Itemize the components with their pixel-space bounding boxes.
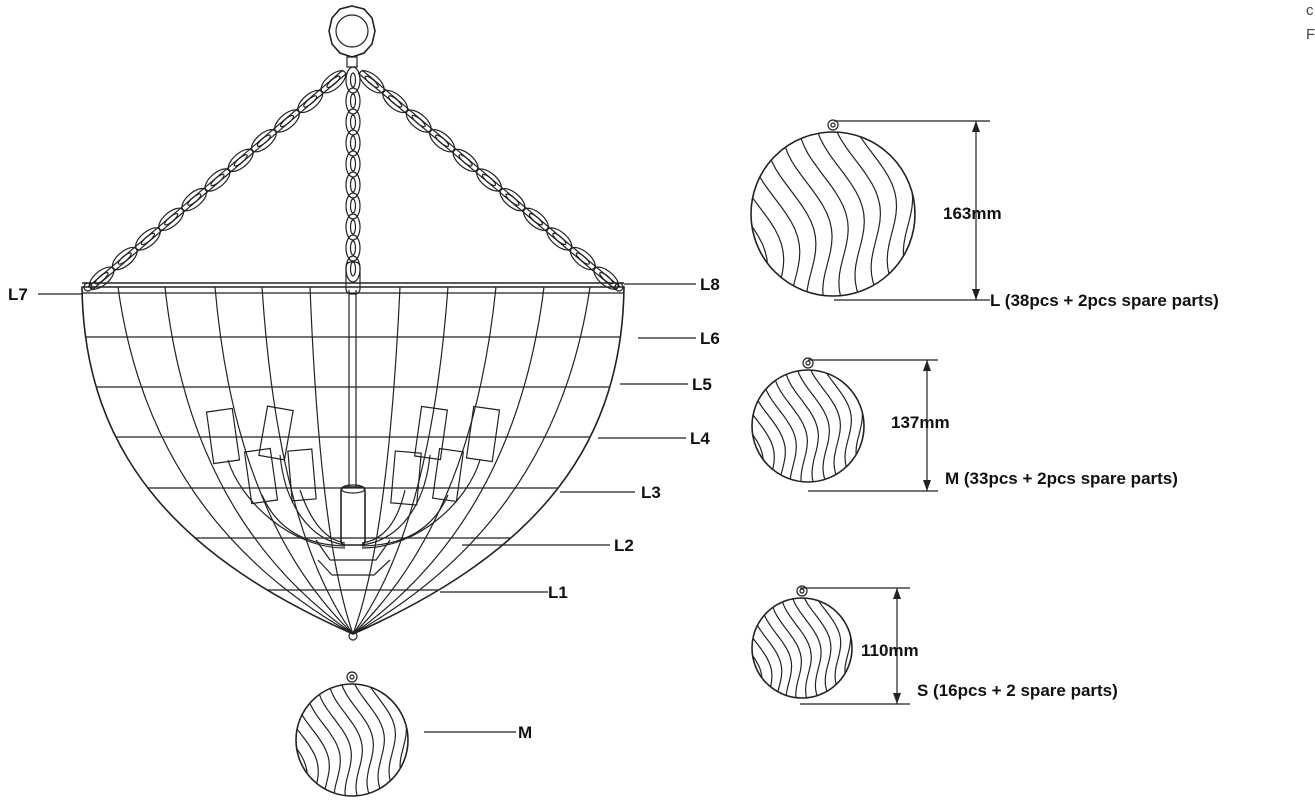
right-chain: [357, 69, 621, 291]
edge-text-1: c: [1306, 2, 1314, 19]
label-l5: L5: [692, 375, 712, 394]
leader-lines: [38, 283, 696, 733]
label-l2: L2: [614, 536, 634, 555]
chandelier: L7 L8 L6 L5 L4 L3 L2 L1 M: [8, 5, 720, 742]
ceiling-ring: [328, 5, 376, 68]
label-l1: L1: [548, 583, 568, 602]
left-chain: [87, 69, 348, 291]
qty-large: L (38pcs + 2pcs spare parts): [990, 291, 1219, 310]
size-large: 163mm: [943, 204, 1002, 223]
dimension-large: [834, 120, 990, 301]
label-l8: L8: [700, 275, 720, 294]
label-l4: L4: [690, 429, 710, 448]
size-medium: 137mm: [891, 413, 950, 432]
dimension-small: [800, 587, 910, 705]
qty-small: S (16pcs + 2 spare parts): [917, 681, 1118, 700]
dimension-medium: [808, 359, 938, 492]
center-chain: [345, 66, 361, 295]
label-l6: L6: [700, 329, 720, 348]
edge-text-2: F: [1306, 26, 1315, 43]
size-small: 110mm: [861, 641, 919, 660]
ornament-small: [751, 585, 853, 699]
ornament-large: [750, 119, 916, 297]
ornament-medium-example: [295, 671, 409, 797]
label-m: M: [518, 723, 532, 742]
ornament-medium: [751, 357, 865, 483]
cage-bowl: [81, 282, 625, 641]
label-l7: L7: [8, 285, 28, 304]
label-l3: L3: [641, 483, 661, 502]
qty-medium: M (33pcs + 2pcs spare parts): [945, 469, 1178, 488]
candle-cluster: [205, 405, 501, 576]
